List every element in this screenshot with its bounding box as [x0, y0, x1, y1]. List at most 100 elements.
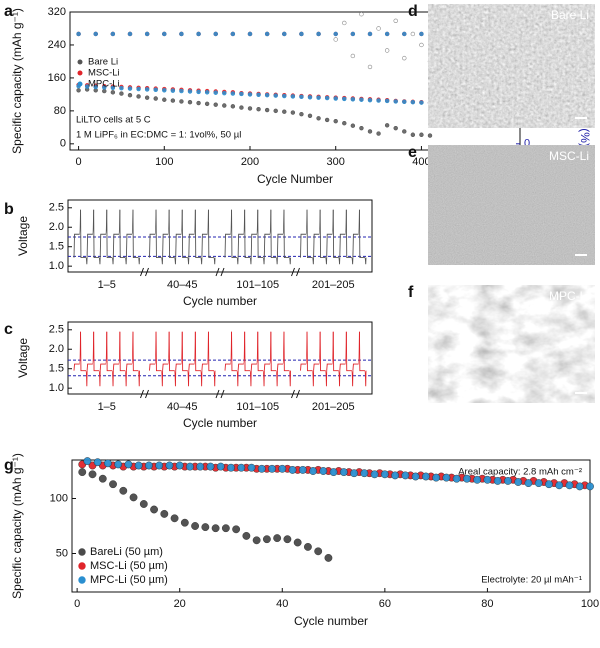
- data-point: [179, 99, 184, 104]
- data-point: [221, 524, 230, 533]
- data-point: [419, 42, 424, 48]
- discharge-curve: [283, 331, 291, 387]
- y-tick-label: 100: [50, 492, 68, 504]
- data-point: [360, 469, 369, 478]
- charge-curve: [162, 331, 170, 371]
- data-point: [376, 131, 381, 136]
- data-point: [257, 464, 266, 473]
- data-point: [299, 31, 304, 37]
- data-point: [136, 94, 141, 99]
- axis-break: [215, 267, 220, 277]
- data-point: [463, 474, 471, 483]
- charge-curve: [352, 331, 360, 371]
- data-point: [333, 37, 338, 42]
- sem-image: [428, 4, 595, 128]
- axis-break: [145, 267, 149, 277]
- x-category-label: 1–5: [98, 279, 116, 291]
- legend-marker: [77, 81, 83, 87]
- data-point: [324, 554, 333, 562]
- legend-marker: [78, 562, 86, 570]
- data-point: [483, 475, 492, 484]
- discharge-curve: [231, 209, 239, 265]
- data-point: [410, 31, 416, 37]
- data-point: [290, 94, 296, 99]
- image-label: MSC-Li: [549, 149, 589, 163]
- data-point: [402, 99, 407, 105]
- x-tick-label: 40: [276, 598, 288, 610]
- data-point: [359, 97, 364, 102]
- data-point: [150, 505, 158, 514]
- discharge-curve: [306, 331, 315, 387]
- data-point: [264, 31, 270, 37]
- data-point: [288, 465, 297, 474]
- x-tick-label: 100: [581, 598, 599, 610]
- discharge-curve: [181, 209, 190, 265]
- y-tick-label: 80: [54, 105, 66, 117]
- data-point: [127, 31, 133, 37]
- legend-marker: [77, 59, 83, 65]
- x-tick-label: 200: [241, 156, 259, 168]
- x-tick-label: 100: [155, 156, 173, 168]
- annotation: Areal capacity: 2.8 mAh cm⁻²: [458, 467, 582, 478]
- charge-curve: [250, 331, 259, 371]
- data-point: [432, 473, 441, 482]
- discharge-curve: [244, 209, 252, 265]
- plot-frame: [67, 321, 373, 395]
- charge-curve: [86, 209, 95, 258]
- data-point: [534, 479, 543, 487]
- data-point: [421, 472, 430, 481]
- charge-curve: [276, 209, 285, 258]
- x-category-label: 201–205: [312, 279, 355, 291]
- data-point: [239, 91, 244, 97]
- data-point: [283, 535, 292, 544]
- charge-curve: [175, 331, 183, 371]
- data-point: [264, 93, 270, 98]
- y-tick-label: 2.5: [49, 324, 64, 336]
- data-point: [222, 103, 227, 108]
- data-point: [293, 538, 302, 547]
- charge-curve: [313, 331, 321, 371]
- data-point: [252, 536, 261, 545]
- charge-curve: [149, 209, 157, 258]
- data-point: [78, 468, 87, 476]
- discharge-curve: [257, 209, 265, 265]
- data-point: [196, 31, 201, 37]
- data-point: [367, 97, 373, 103]
- data-point: [93, 31, 98, 37]
- discharge-curve: [168, 331, 177, 387]
- data-point: [206, 462, 215, 471]
- data-point: [452, 474, 461, 483]
- legend-label: MPC-Li (50 µm): [90, 574, 168, 586]
- data-point: [350, 123, 356, 128]
- data-point: [329, 468, 338, 476]
- data-point: [316, 31, 321, 37]
- charge-curve: [300, 209, 308, 258]
- charge-curve: [99, 209, 108, 258]
- data-point: [139, 500, 148, 508]
- discharge-curve: [345, 331, 354, 387]
- data-point: [170, 98, 176, 103]
- data-point: [350, 31, 356, 37]
- legend-label: Bare Li: [88, 57, 118, 68]
- discharge-curve: [119, 331, 127, 387]
- discharge-curve: [155, 209, 164, 265]
- discharge-curve: [155, 331, 164, 387]
- data-point: [380, 470, 389, 479]
- image-label: Bare Li: [551, 8, 589, 22]
- data-point: [211, 524, 220, 533]
- data-point: [119, 86, 124, 91]
- data-point: [83, 457, 92, 465]
- y-tick-label: 2.0: [49, 221, 64, 233]
- axis-break: [291, 389, 295, 399]
- y-axis-title: Specific capacity (mAh g⁻¹): [10, 8, 24, 154]
- data-point: [247, 92, 253, 97]
- data-point: [110, 31, 116, 37]
- data-point: [76, 88, 81, 93]
- discharge-curve: [332, 209, 341, 265]
- sem-image: [428, 285, 595, 403]
- data-point: [136, 86, 141, 92]
- data-point: [410, 132, 416, 137]
- data-point: [93, 84, 98, 90]
- x-tick-label: 400: [412, 156, 430, 168]
- charge-curve: [162, 209, 170, 258]
